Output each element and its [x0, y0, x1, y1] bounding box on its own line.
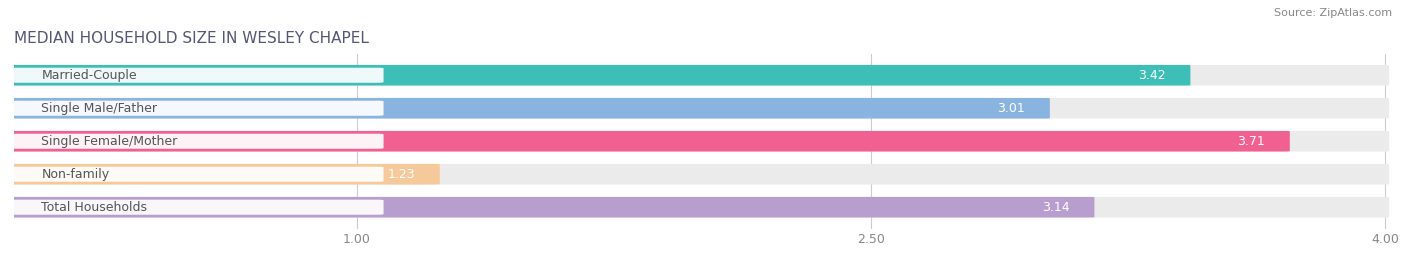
FancyBboxPatch shape [10, 197, 1389, 218]
FancyBboxPatch shape [10, 131, 1389, 151]
Text: Total Households: Total Households [42, 201, 148, 214]
FancyBboxPatch shape [10, 65, 1191, 86]
FancyBboxPatch shape [10, 65, 1389, 86]
FancyBboxPatch shape [10, 197, 1094, 218]
FancyBboxPatch shape [10, 98, 1389, 119]
FancyBboxPatch shape [10, 98, 1050, 119]
FancyBboxPatch shape [11, 101, 384, 116]
Text: 1.23: 1.23 [388, 168, 415, 181]
Text: Single Female/Mother: Single Female/Mother [42, 135, 177, 148]
Text: 3.01: 3.01 [997, 102, 1025, 115]
Text: 3.14: 3.14 [1042, 201, 1070, 214]
FancyBboxPatch shape [10, 131, 1289, 151]
Text: Single Male/Father: Single Male/Father [42, 102, 157, 115]
Text: Source: ZipAtlas.com: Source: ZipAtlas.com [1274, 8, 1392, 18]
Text: 3.71: 3.71 [1237, 135, 1265, 148]
FancyBboxPatch shape [11, 200, 384, 215]
Text: Non-family: Non-family [42, 168, 110, 181]
FancyBboxPatch shape [11, 134, 384, 149]
FancyBboxPatch shape [10, 164, 1389, 185]
Text: Married-Couple: Married-Couple [42, 69, 138, 82]
Text: 3.42: 3.42 [1137, 69, 1166, 82]
FancyBboxPatch shape [10, 164, 440, 185]
FancyBboxPatch shape [11, 68, 384, 83]
Text: MEDIAN HOUSEHOLD SIZE IN WESLEY CHAPEL: MEDIAN HOUSEHOLD SIZE IN WESLEY CHAPEL [14, 31, 368, 46]
FancyBboxPatch shape [11, 167, 384, 182]
